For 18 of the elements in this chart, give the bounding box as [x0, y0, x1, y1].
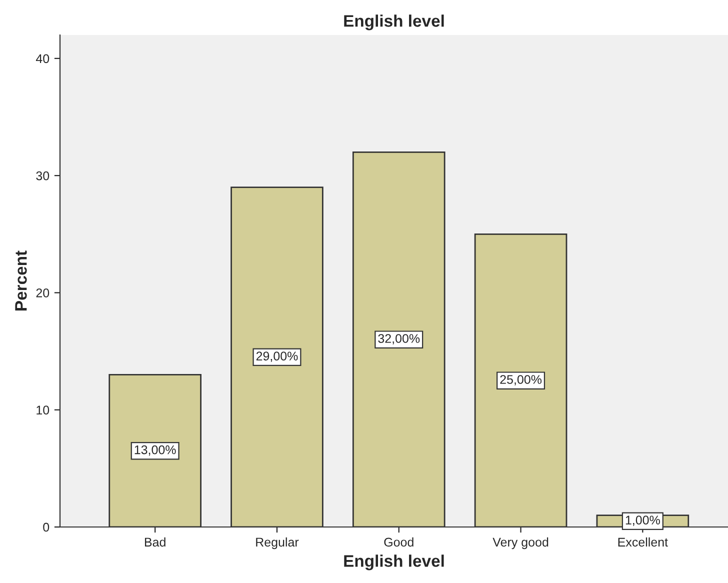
y-tick-label: 20: [36, 288, 50, 298]
x-tick-label: Good: [384, 537, 414, 547]
chart-title: English level: [344, 14, 444, 30]
data-label: 25,00%: [500, 375, 542, 386]
x-tick-label: Bad: [144, 537, 166, 547]
y-axis-title: Percent: [15, 250, 27, 310]
x-tick-label: Very good: [492, 537, 548, 550]
y-tick-label: 10: [36, 406, 50, 415]
data-label: 29,00%: [256, 352, 298, 362]
x-tick-label: Regular: [256, 537, 299, 550]
data-label: 1,00%: [626, 516, 660, 526]
y-tick-label: 40: [36, 54, 50, 64]
y-tick-label: 30: [36, 171, 50, 180]
x-axis-title: English level: [344, 554, 444, 570]
data-label: 13,00%: [134, 445, 176, 456]
data-label: 32,00%: [378, 334, 420, 344]
x-tick-label: Excellent: [618, 537, 668, 547]
y-tick-label: 0: [43, 522, 50, 532]
